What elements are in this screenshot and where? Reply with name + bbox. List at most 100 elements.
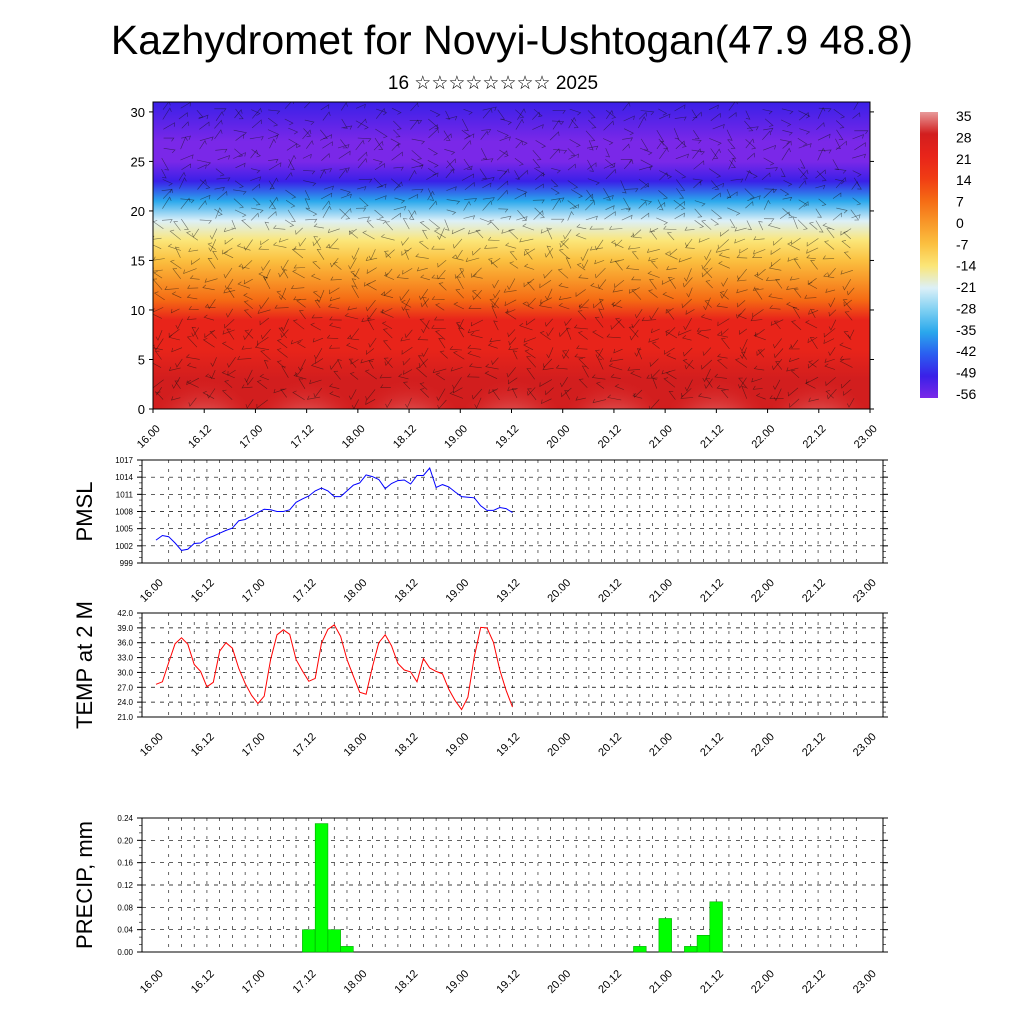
wind-barb	[446, 160, 456, 171]
heatmap-xtick-label: 16.12	[186, 423, 214, 451]
wind-barb	[754, 273, 764, 281]
wind-barb	[711, 209, 723, 220]
wind-barb	[546, 245, 554, 259]
wind-barb	[391, 212, 401, 220]
wind-barb	[223, 267, 233, 279]
xtick-label: 19.00	[443, 968, 471, 996]
wind-barb	[736, 308, 746, 319]
wind-barb	[818, 198, 827, 206]
wind-barb	[526, 387, 536, 396]
wind-barb	[482, 197, 495, 202]
wind-barb	[302, 153, 312, 159]
wind-barb	[585, 130, 596, 142]
wind-barb	[458, 327, 464, 338]
wind-barb	[697, 331, 710, 339]
heatmap-ytick-label: 10	[131, 303, 145, 318]
wind-barb	[339, 208, 351, 220]
wind-barb	[720, 328, 729, 336]
wind-barb	[402, 381, 411, 390]
heatmap-xtick-label: 22.00	[749, 423, 777, 451]
colorbar: 35 28 21 14 7 0 -7 -14 -21 -28 -35 -42 -49 -56	[920, 108, 976, 402]
wind-barb	[261, 328, 271, 340]
wind-barb	[207, 242, 216, 250]
wind-barb	[526, 368, 535, 380]
wind-barb	[773, 348, 784, 359]
wind-barb	[606, 109, 614, 119]
wind-barb	[719, 291, 729, 300]
wind-barb	[403, 369, 413, 375]
wind-barb	[214, 108, 227, 113]
wind-barb	[242, 260, 253, 270]
wind-barb	[550, 179, 559, 187]
wind-barb	[394, 197, 406, 204]
wind-barb	[716, 332, 729, 338]
wind-barb	[268, 196, 279, 209]
wind-barb	[435, 330, 446, 340]
colorbar-label: 21	[956, 151, 972, 167]
wind-barb	[375, 108, 388, 116]
wind-barb	[750, 317, 763, 322]
wind-barb	[506, 367, 516, 378]
wind-barb	[692, 148, 702, 159]
wind-barb	[702, 347, 712, 357]
xtick-label: 21.00	[647, 731, 675, 759]
wind-barb	[790, 339, 799, 349]
wind-barb	[284, 118, 294, 126]
wind-barb	[164, 286, 179, 290]
wind-barb	[564, 390, 571, 400]
xtick-label: 22.12	[800, 731, 828, 759]
wind-barb	[421, 320, 430, 334]
wind-barb	[532, 124, 544, 130]
wind-barb	[620, 207, 631, 212]
wind-barb	[532, 158, 541, 168]
wind-barb	[577, 310, 587, 320]
wind-barb	[197, 179, 207, 190]
wind-barb	[438, 282, 447, 291]
wind-barb	[391, 107, 402, 115]
wind-barb	[560, 240, 569, 249]
wind-barb	[825, 390, 834, 399]
wind-barb	[717, 353, 728, 359]
wind-barb	[171, 396, 181, 401]
wind-barb	[609, 357, 624, 362]
wind-barb	[455, 289, 464, 299]
wind-barb	[304, 190, 311, 200]
wind-barb	[373, 140, 384, 151]
xtick-label: 20.00	[545, 968, 573, 996]
wind-barb	[752, 385, 763, 390]
xtick-label: 19.12	[494, 577, 522, 605]
heatmap-ytick-label: 15	[131, 253, 145, 268]
wind-barb	[798, 201, 809, 210]
wind-barb	[673, 200, 686, 210]
wind-barb	[815, 184, 826, 190]
wind-barb	[268, 162, 282, 171]
wind-barb	[694, 200, 706, 207]
wind-barb	[437, 227, 445, 240]
wind-barb	[380, 309, 394, 318]
wind-barb	[576, 223, 587, 230]
wind-barb	[233, 129, 247, 136]
wind-barb	[809, 308, 816, 319]
wind-barb	[455, 249, 463, 259]
wind-barb	[199, 140, 207, 150]
wind-barb	[595, 267, 606, 279]
ytick-label: 24.0	[117, 698, 133, 707]
wind-barb	[514, 157, 524, 166]
wind-barb	[162, 107, 172, 120]
wind-barb	[640, 159, 654, 169]
wind-barb	[630, 370, 642, 378]
wind-barb	[603, 188, 612, 201]
wind-barb	[632, 393, 643, 399]
wind-barb	[658, 190, 668, 200]
wind-barb	[841, 240, 851, 249]
wind-barb	[648, 338, 659, 343]
wind-barb	[298, 237, 307, 247]
wind-barb	[568, 116, 577, 129]
heatmap-xtick-label: 19.00	[442, 423, 470, 451]
wind-barb	[611, 301, 623, 308]
wind-barb	[852, 134, 864, 140]
xtick-label: 16.00	[138, 577, 166, 605]
wind-barb	[185, 354, 200, 360]
wind-barb	[332, 262, 342, 270]
wind-barb	[268, 109, 281, 115]
